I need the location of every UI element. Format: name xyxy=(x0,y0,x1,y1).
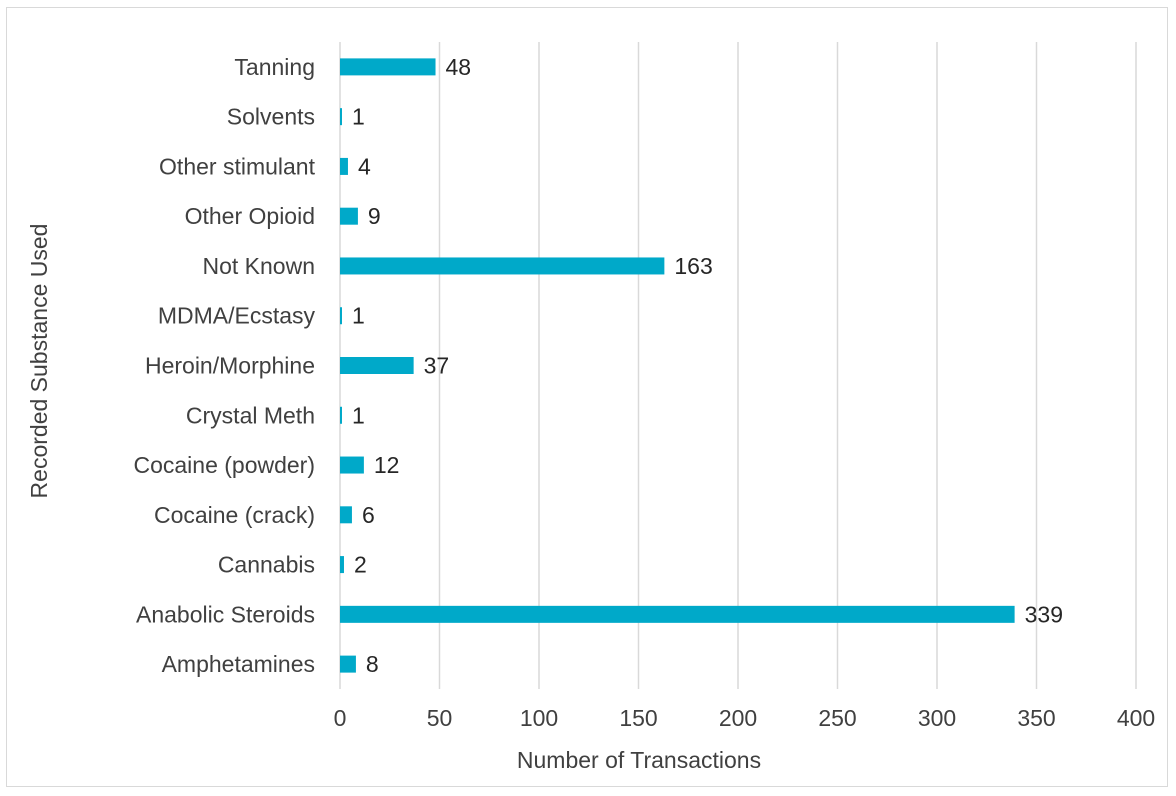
category-label-mdma-ecstasy: MDMA/Ecstasy xyxy=(158,303,316,329)
data-label-cocaine-powder: 12 xyxy=(374,452,400,478)
category-label-crystal-meth: Crystal Meth xyxy=(186,402,315,428)
data-label-anabolic-steroids: 339 xyxy=(1025,601,1063,627)
data-label-cocaine-crack: 6 xyxy=(362,502,375,528)
bar-chart: 0 50 100 150 200 250 300 350 400 Tanning Solvents… xyxy=(26,42,1156,773)
x-tick-label-150: 150 xyxy=(619,705,657,731)
data-label-not-known: 163 xyxy=(674,253,712,279)
bars xyxy=(340,58,1015,673)
bar-cannabis xyxy=(340,556,344,574)
category-label-tanning: Tanning xyxy=(234,54,315,80)
bar-crystal-meth xyxy=(340,406,342,424)
bar-tanning xyxy=(340,58,436,76)
category-label-solvents: Solvents xyxy=(227,104,315,130)
category-label-other-opioid: Other Opioid xyxy=(185,203,315,229)
category-label-other-stimulant: Other stimulant xyxy=(159,153,316,179)
chart-frame: 0 50 100 150 200 250 300 350 400 Tanning Solvents… xyxy=(6,7,1168,787)
x-tick-labels: 0 50 100 150 200 250 300 350 400 xyxy=(334,705,1156,731)
bar-other-opioid xyxy=(340,207,358,225)
x-axis-title: Number of Transactions xyxy=(517,747,761,773)
bar-other-stimulant xyxy=(340,157,348,175)
category-label-cocaine-powder: Cocaine (powder) xyxy=(133,452,315,478)
category-label-cocaine-crack: Cocaine (crack) xyxy=(154,502,315,528)
category-label-cannabis: Cannabis xyxy=(218,552,315,578)
bar-cocaine-powder xyxy=(340,456,364,474)
x-tick-label-300: 300 xyxy=(918,705,956,731)
bar-anabolic-steroids xyxy=(340,605,1015,623)
y-axis-title: Recorded Substance Used xyxy=(26,224,52,499)
data-label-other-opioid: 9 xyxy=(368,203,381,229)
bar-amphetamines xyxy=(340,655,356,673)
bar-mdma-ecstasy xyxy=(340,307,342,325)
category-label-heroin-morphine: Heroin/Morphine xyxy=(145,353,315,379)
gridlines xyxy=(339,42,1137,689)
x-tick-label-50: 50 xyxy=(427,705,453,731)
category-label-amphetamines: Amphetamines xyxy=(162,651,315,677)
x-tick-label-0: 0 xyxy=(334,705,347,731)
category-labels: Tanning Solvents Other stimulant Other Opio… xyxy=(133,54,315,677)
x-tick-label-350: 350 xyxy=(1017,705,1055,731)
bar-solvents xyxy=(340,108,342,126)
x-tick-label-400: 400 xyxy=(1117,705,1155,731)
category-label-not-known: Not Known xyxy=(202,253,315,279)
x-tick-label-100: 100 xyxy=(520,705,558,731)
bar-heroin-morphine xyxy=(340,357,414,374)
data-label-heroin-morphine: 37 xyxy=(424,353,450,379)
data-label-amphetamines: 8 xyxy=(366,651,379,677)
bar-not-known xyxy=(340,257,665,275)
bar-cocaine-crack xyxy=(340,506,352,524)
x-tick-label-250: 250 xyxy=(818,705,856,731)
data-label-cannabis: 2 xyxy=(354,552,367,578)
x-tick-label-200: 200 xyxy=(719,705,757,731)
data-label-crystal-meth: 1 xyxy=(352,402,365,428)
data-labels: 48 1 4 9 163 1 37 1 12 6 2 339 8 xyxy=(352,54,1063,677)
data-label-mdma-ecstasy: 1 xyxy=(352,303,365,329)
category-label-anabolic-steroids: Anabolic Steroids xyxy=(136,601,315,627)
data-label-tanning: 48 xyxy=(446,54,472,80)
data-label-solvents: 1 xyxy=(352,104,365,130)
data-label-other-stimulant: 4 xyxy=(358,153,371,179)
